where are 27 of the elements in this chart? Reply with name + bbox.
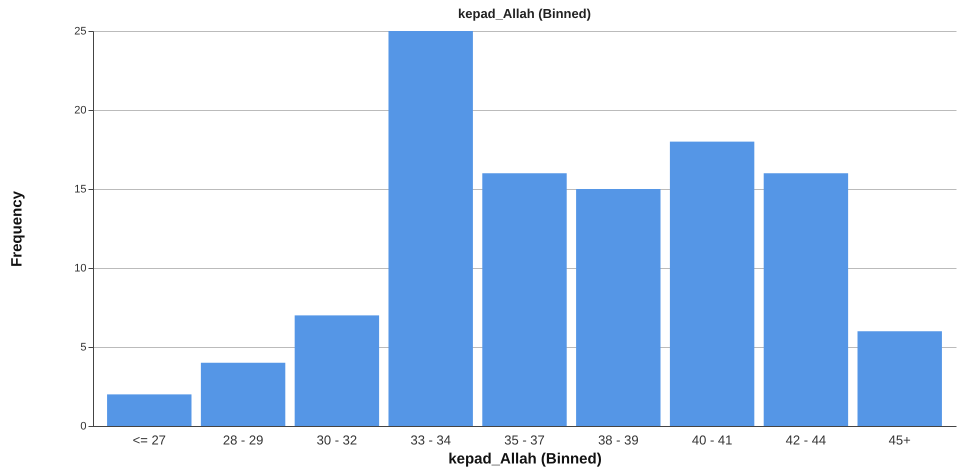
y-tick-label: 25 — [74, 26, 86, 38]
bar — [200, 362, 286, 426]
bar — [576, 189, 661, 426]
bar — [482, 173, 567, 426]
x-tick-label: 45+ — [888, 432, 911, 448]
x-tick-label: 42 - 44 — [786, 432, 826, 448]
y-tick-label: 20 — [74, 104, 86, 116]
chart-title: kepad_Allah (Binned) — [458, 6, 591, 21]
x-tick-label: 35 - 37 — [504, 432, 545, 448]
bar — [670, 142, 754, 426]
y-tick-label: 10 — [74, 262, 86, 274]
x-axis-title: kepad_Allah (Binned) — [448, 450, 602, 468]
bar — [107, 394, 192, 426]
y-tick-label: 5 — [80, 342, 86, 354]
x-tick-label: 38 - 39 — [598, 432, 639, 448]
bar — [858, 331, 942, 426]
bar — [294, 315, 380, 426]
x-tick-label: 33 - 34 — [410, 432, 451, 448]
y-tick-label: 0 — [80, 420, 86, 432]
bar — [388, 31, 473, 426]
x-tick-label: 28 - 29 — [222, 432, 264, 448]
bar — [764, 173, 848, 426]
x-tick-label: 30 - 32 — [316, 432, 358, 448]
x-tick-label: <= 27 — [132, 432, 166, 448]
y-axis-title: Frequency — [8, 190, 26, 267]
y-tick-label: 15 — [74, 184, 86, 196]
x-tick-label: 40 - 41 — [692, 432, 732, 448]
